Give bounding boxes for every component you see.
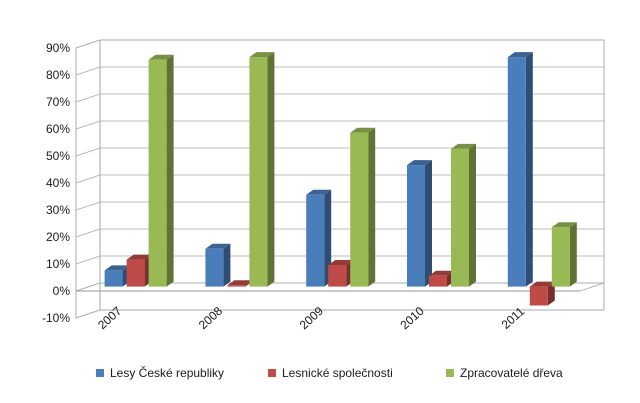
gridline	[75, 120, 604, 130]
bar-top	[205, 243, 231, 249]
bar-front	[551, 227, 570, 287]
bar-front	[104, 270, 123, 287]
bar-side	[267, 52, 275, 287]
bar-top	[328, 260, 354, 265]
gridline	[75, 255, 604, 265]
gridline	[75, 66, 604, 76]
bar-side	[525, 52, 533, 287]
gridline	[75, 93, 604, 103]
bar-side	[469, 143, 476, 287]
legend-label: Zpracovatelé dřeva	[460, 366, 563, 380]
bar-front	[205, 248, 224, 287]
y-tick-label: 50%	[46, 149, 70, 163]
bar-top	[529, 281, 555, 287]
bar-top	[507, 52, 533, 58]
bar-front	[126, 259, 145, 287]
y-tick-label: 30%	[46, 203, 70, 217]
gridlines	[75, 39, 605, 319]
bar-top	[227, 280, 253, 286]
bar-side	[425, 160, 432, 287]
bar-front	[249, 57, 268, 287]
y-tick-label: 90%	[46, 41, 70, 55]
legend-swatch	[268, 369, 276, 377]
bar-top	[306, 189, 332, 195]
bar-2011-series-3	[551, 222, 577, 287]
gridline	[75, 39, 604, 49]
bar-top	[148, 54, 174, 60]
bar-2007-series-3	[148, 54, 174, 287]
bar-top	[249, 52, 275, 58]
bar-top	[451, 143, 476, 149]
bar-2010-series-2	[429, 270, 454, 287]
legend-item: Zpracovatelé dřeva	[446, 366, 563, 380]
bar-side	[547, 281, 555, 306]
legend-swatch	[446, 369, 454, 377]
gridline	[75, 147, 604, 157]
bar-front	[227, 285, 246, 287]
bars	[104, 52, 577, 306]
bar-2009-series-2	[328, 260, 354, 287]
bar-2010-series-1	[407, 160, 432, 287]
y-tick-label: 80%	[46, 68, 70, 82]
gridline	[75, 228, 604, 238]
bar-2007-series-2	[126, 254, 152, 287]
bar-front	[306, 194, 325, 287]
bar-side	[223, 243, 231, 287]
y-tick-label: 40%	[46, 176, 70, 190]
y-axis-ticks: -10% 0% 10% 20% 30% 40% 50% 60% 70% 80% 90%	[42, 41, 70, 325]
legend: Lesy České republiky Lesnické společnosti…	[0, 366, 640, 384]
y-tick-label: -10%	[42, 311, 70, 325]
bar-side	[166, 54, 174, 287]
bar-2011-series-1	[507, 52, 533, 287]
gridline	[75, 174, 604, 184]
gridline	[75, 309, 604, 319]
bar-2009-series-3	[350, 127, 376, 287]
gridline	[75, 201, 604, 211]
bar-2008-series-1	[205, 243, 231, 287]
bar-top	[429, 270, 454, 276]
legend-item: Lesy České republiky	[96, 366, 224, 380]
y-tick-label: 60%	[46, 122, 70, 136]
bar-front	[328, 265, 347, 287]
bar-front	[507, 57, 526, 287]
bar-front	[148, 59, 167, 287]
bar-top	[126, 254, 152, 260]
y-tick-label: 0%	[53, 284, 71, 298]
bar-top	[104, 265, 130, 271]
bar-2008-series-3	[249, 52, 275, 287]
bar-side	[324, 189, 332, 287]
bar-2011-series-2	[529, 281, 555, 306]
bar-front	[451, 148, 469, 287]
bar-side	[569, 222, 577, 287]
y-tick-label: 20%	[46, 230, 70, 244]
bar-top	[350, 127, 376, 133]
legend-item: Lesnické společnosti	[268, 366, 393, 380]
bar-2009-series-1	[306, 189, 332, 287]
legend-label: Lesnické společnosti	[282, 366, 393, 380]
bar-front	[407, 165, 425, 287]
bar-2007-series-1	[104, 265, 130, 287]
bar-front	[429, 275, 447, 287]
bar-front	[529, 286, 548, 306]
legend-swatch	[96, 369, 104, 377]
legend-label: Lesy České republiky	[110, 366, 225, 380]
bar-2010-series-3	[451, 143, 476, 287]
bar-front	[350, 132, 369, 287]
y-tick-label: 70%	[46, 95, 70, 109]
y-tick-label: 10%	[46, 257, 70, 271]
bar-top	[407, 160, 432, 166]
bar-top	[551, 222, 577, 228]
bar-side	[368, 127, 376, 287]
